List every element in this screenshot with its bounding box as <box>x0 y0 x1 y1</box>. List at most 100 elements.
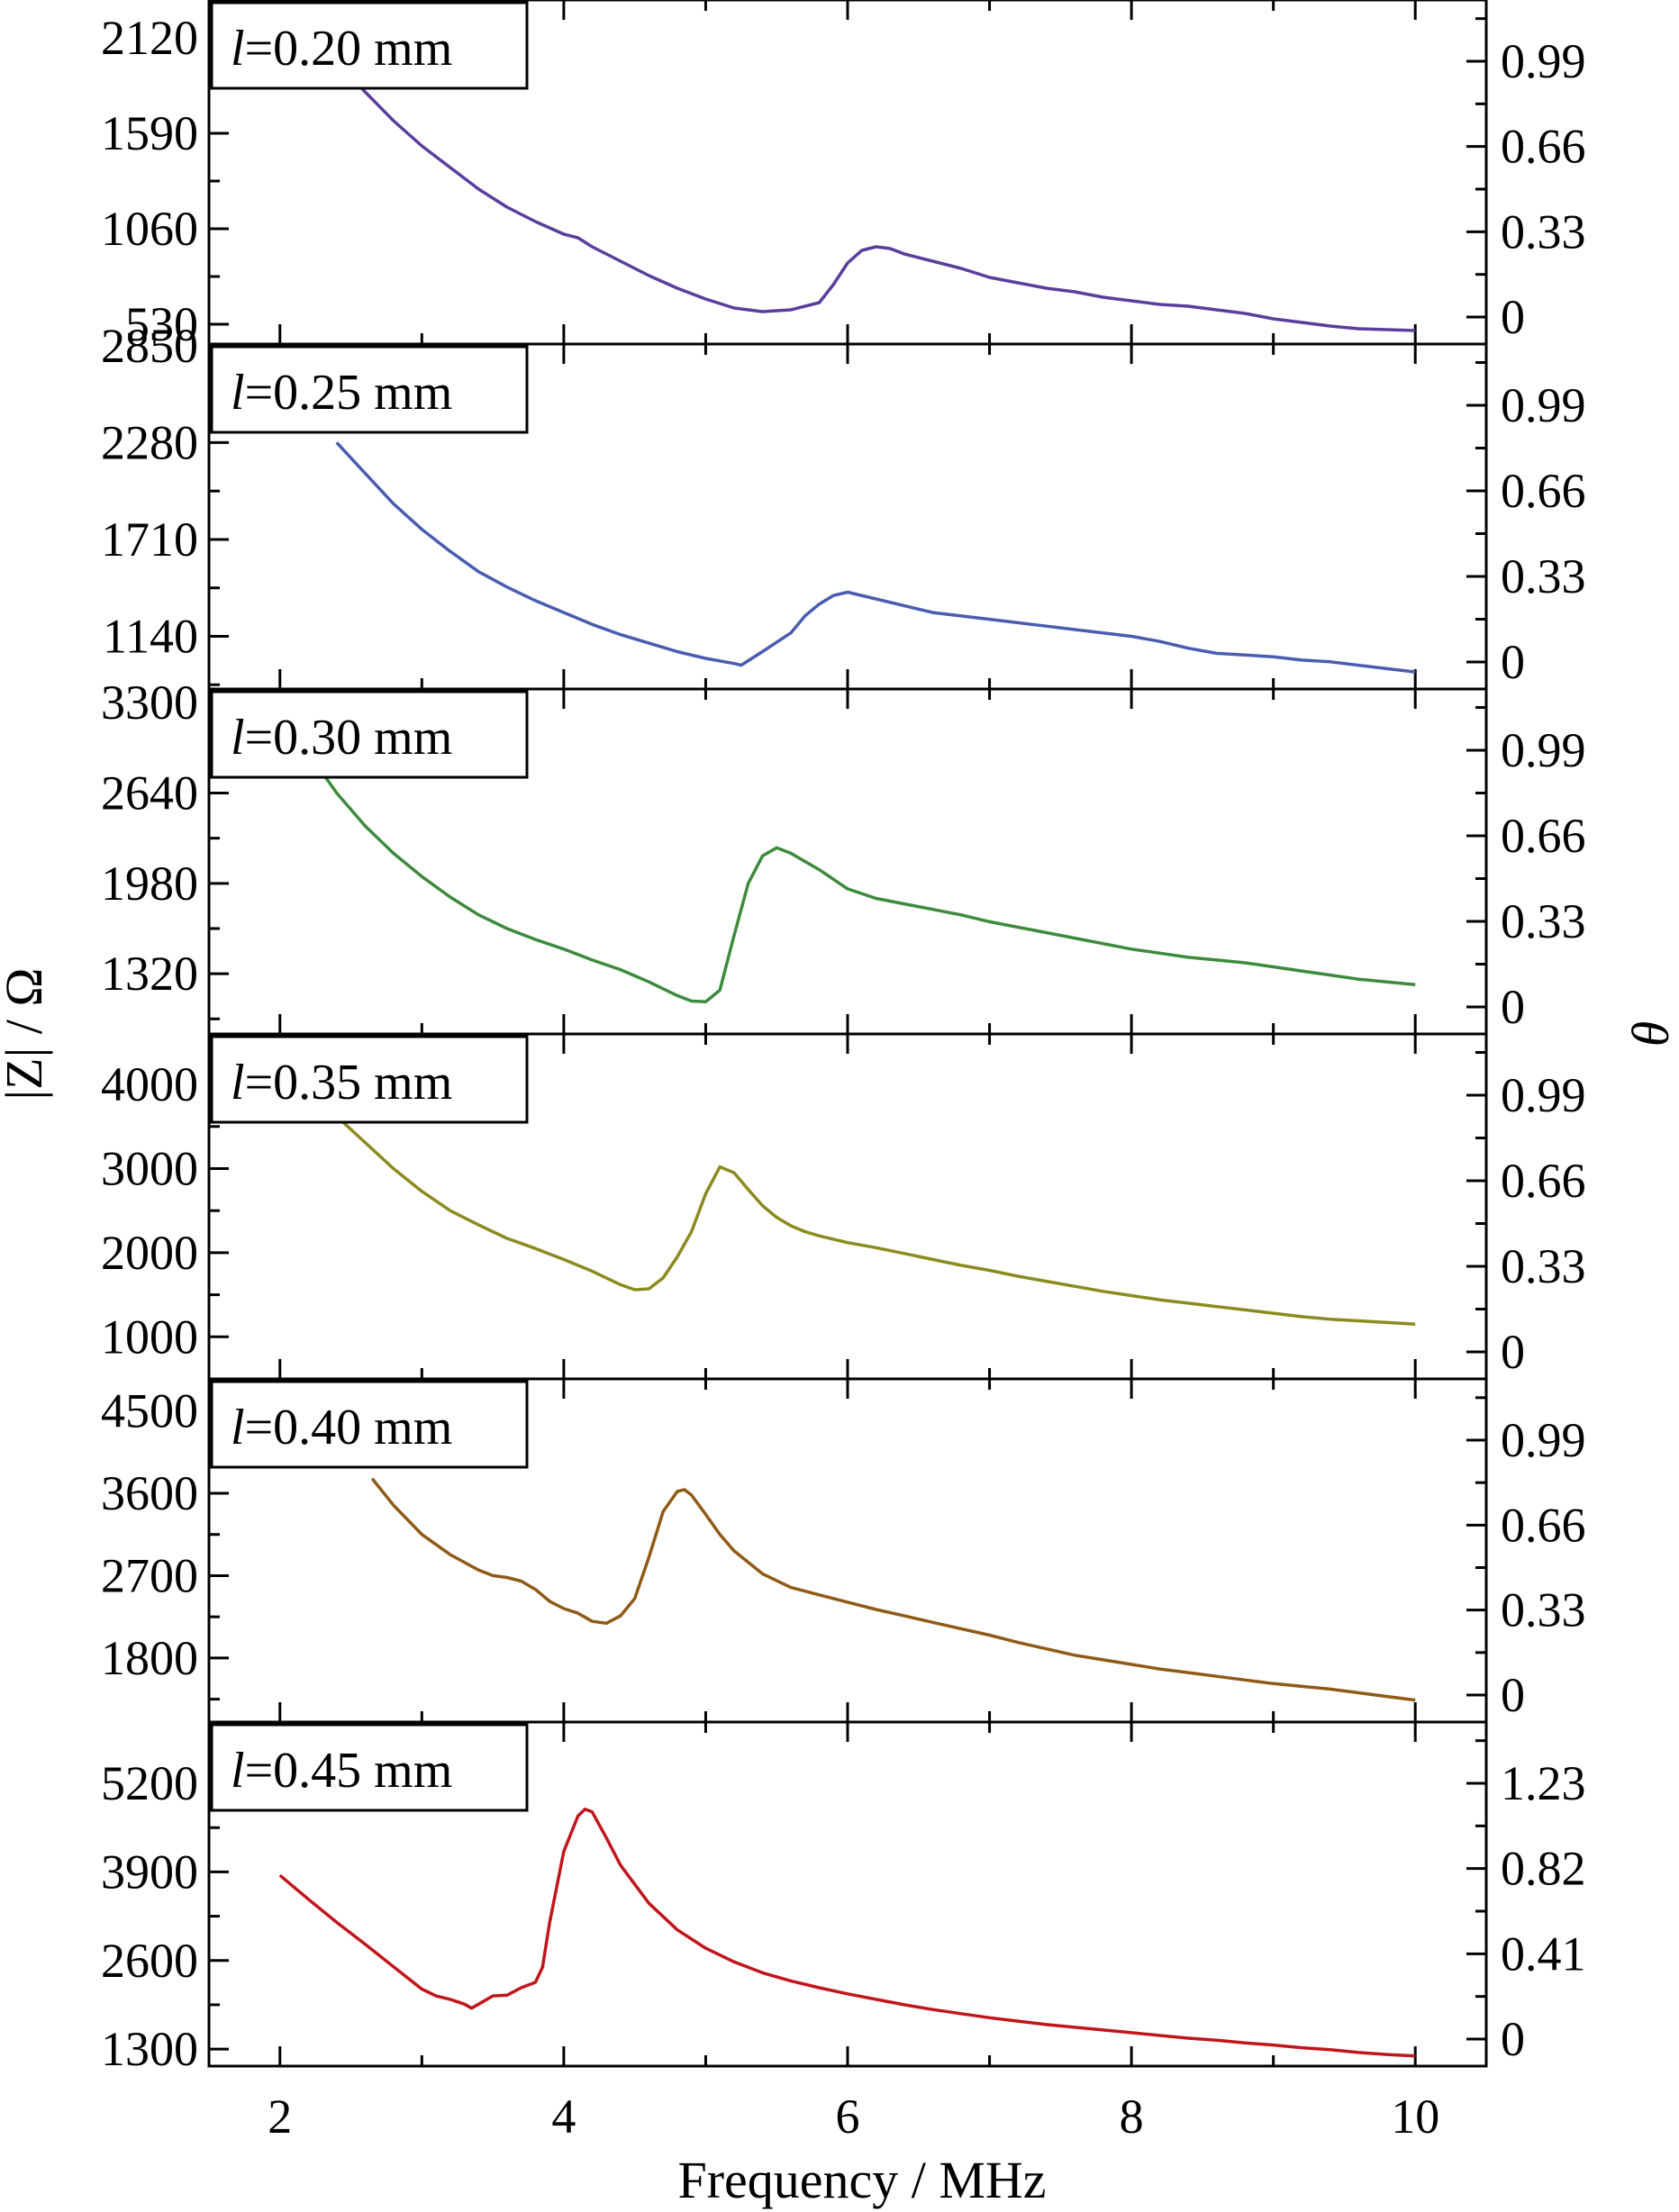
panel-label-variable: l <box>231 1055 245 1111</box>
panel-label: l=0.45 mm <box>210 1723 529 1812</box>
panel-label-text: l=0.40 mm <box>231 1400 452 1455</box>
panel-label-value: =0.45 mm <box>245 1743 453 1799</box>
panel-label-box <box>210 1035 529 1124</box>
panel-label-text: l=0.35 mm <box>231 1055 452 1111</box>
y-tick-label-left: 1590 <box>101 106 198 160</box>
y-tick-label-left: 2120 <box>101 11 198 65</box>
panel-label-text: l=0.25 mm <box>231 365 452 421</box>
y-tick-label-left: 1000 <box>101 1310 198 1364</box>
panel-label-text: l=0.30 mm <box>231 710 452 766</box>
y-tick-label-right: 0 <box>1501 1668 1525 1722</box>
panel-label-value: =0.20 mm <box>245 21 453 77</box>
series-line <box>335 1115 1416 1327</box>
y-tick-label-left: 2000 <box>101 1226 198 1280</box>
y-tick-label-left: 2700 <box>101 1548 198 1602</box>
panel-label-box <box>210 690 529 779</box>
y-tick-label-right: 0.33 <box>1501 1583 1586 1637</box>
panel-label-text: l=0.45 mm <box>231 1743 452 1799</box>
y-axis-title-left: |Z| / Ω <box>0 968 53 1101</box>
y-tick-label-left: 3300 <box>101 675 198 730</box>
y-tick-label-left: 3900 <box>101 1845 198 1899</box>
y-tick-label-right: 0.99 <box>1501 723 1586 777</box>
panel-label-box <box>210 1380 529 1469</box>
y-tick-label-right: 0.66 <box>1501 1154 1586 1208</box>
panel-2: 1140 1710 2280 2850 0 0.33 0.66 0.99 l=0.25 mm <box>101 319 1586 691</box>
series-line <box>278 1808 1416 2058</box>
panel-label-variable: l <box>231 21 245 77</box>
y-tick-label-right: 0.33 <box>1501 1239 1586 1293</box>
x-tick-label: 2 <box>268 2090 292 2144</box>
y-tick-label-right: 0.66 <box>1501 464 1586 518</box>
y-tick-label-right: 0 <box>1501 635 1525 689</box>
y-tick-label-right: 0 <box>1501 290 1525 344</box>
panel-label: l=0.20 mm <box>210 1 529 90</box>
y-tick-label-left: 2850 <box>101 319 198 373</box>
y-tick-label-right: 0 <box>1501 980 1525 1034</box>
panel-label-value: =0.30 mm <box>245 710 453 766</box>
panel-label: l=0.30 mm <box>210 690 529 779</box>
y-tick-label-right: 1.23 <box>1501 1756 1586 1810</box>
y-tick-label-right: 0.33 <box>1501 549 1586 603</box>
panel-label: l=0.25 mm <box>210 345 529 434</box>
panel-label-variable: l <box>231 1743 245 1799</box>
y-tick-label-left: 1800 <box>101 1631 198 1685</box>
panel-1: 530 1060 1590 2120 0 0.33 0.66 0.99 l=0.20 mm <box>101 0 1586 351</box>
y-tick-label-left: 5200 <box>101 1756 198 1810</box>
y-tick-label-right: 0 <box>1501 1325 1525 1379</box>
panel-label-value: =0.35 mm <box>245 1055 453 1111</box>
y-tick-label-right: 0.99 <box>1501 34 1586 88</box>
y-tick-label-right: 0.66 <box>1501 1498 1586 1552</box>
y-tick-label-left: 3600 <box>101 1466 198 1520</box>
y-tick-label-left: 1320 <box>101 947 198 1001</box>
panel-6: 1300 2600 3900 5200 0 0.41 0.82 1.23 l=0.45 mm <box>101 1720 1586 2076</box>
y-tick-label-left: 1300 <box>101 2022 198 2076</box>
y-tick-label-right: 0.33 <box>1501 894 1586 948</box>
series-line <box>335 441 1416 674</box>
panel-label-text: l=0.20 mm <box>231 21 452 77</box>
y-axis-title-right: θ <box>1621 1021 1679 1047</box>
panel-label-variable: l <box>231 710 245 766</box>
y-tick-label-right: 0.99 <box>1501 378 1586 432</box>
y-tick-label-left: 4000 <box>101 1057 198 1111</box>
x-tick-label: 4 <box>551 2090 576 2144</box>
y-tick-label-right: 0 <box>1501 2012 1525 2066</box>
panel-5: 1800 2700 3600 4500 0 0.33 0.66 0.99 l=0.40 mm <box>101 1377 1586 1724</box>
panel-4: 1000 2000 3000 4000 0 0.33 0.66 0.99 l=0.35 mm <box>101 1032 1586 1381</box>
x-axis-title: Frequency / MHz <box>677 2151 1046 2209</box>
series-line <box>370 1477 1416 1702</box>
panel-label-variable: l <box>231 365 245 421</box>
y-tick-label-right: 0.33 <box>1501 204 1586 258</box>
x-tick-label: 8 <box>1120 2090 1144 2144</box>
y-tick-label-left: 2640 <box>101 766 198 820</box>
panel-label: l=0.35 mm <box>210 1035 529 1124</box>
x-axis: 2 4 6 8 10 <box>268 2090 1439 2144</box>
y-tick-label-left: 1710 <box>101 512 198 567</box>
y-tick-label-right: 0.99 <box>1501 1413 1586 1467</box>
y-tick-label-left: 2280 <box>101 415 198 469</box>
y-tick-label-left: 4500 <box>101 1384 198 1438</box>
y-tick-label-left: 530 <box>125 297 198 351</box>
panel-label: l=0.40 mm <box>210 1380 529 1469</box>
panel-label-value: =0.40 mm <box>245 1400 453 1455</box>
y-tick-label-left: 3000 <box>101 1141 198 1195</box>
y-tick-label-left: 1980 <box>101 857 198 911</box>
y-tick-label-left: 1060 <box>101 202 198 256</box>
panel-3: 1320 1980 2640 3300 0 0.33 0.66 0.99 l=0.30 mm <box>101 675 1586 1036</box>
y-tick-label-left: 2600 <box>101 1934 198 1988</box>
y-tick-label-right: 0.82 <box>1501 1842 1586 1896</box>
y-tick-label-left: 1140 <box>103 610 198 664</box>
y-tick-label-right: 0.41 <box>1501 1926 1586 1981</box>
panel-label-box <box>210 1 529 90</box>
y-tick-label-right: 0.99 <box>1501 1068 1586 1122</box>
series-line <box>335 59 1416 332</box>
x-tick-label: 6 <box>836 2090 860 2144</box>
y-tick-label-right: 0.66 <box>1501 120 1586 174</box>
x-tick-label: 10 <box>1391 2090 1439 2144</box>
panel-label-variable: l <box>231 1400 245 1455</box>
y-tick-label-right: 0.66 <box>1501 809 1586 863</box>
panel-label-box <box>210 345 529 434</box>
panel-label-value: =0.25 mm <box>245 365 453 421</box>
series-line <box>313 762 1416 1004</box>
